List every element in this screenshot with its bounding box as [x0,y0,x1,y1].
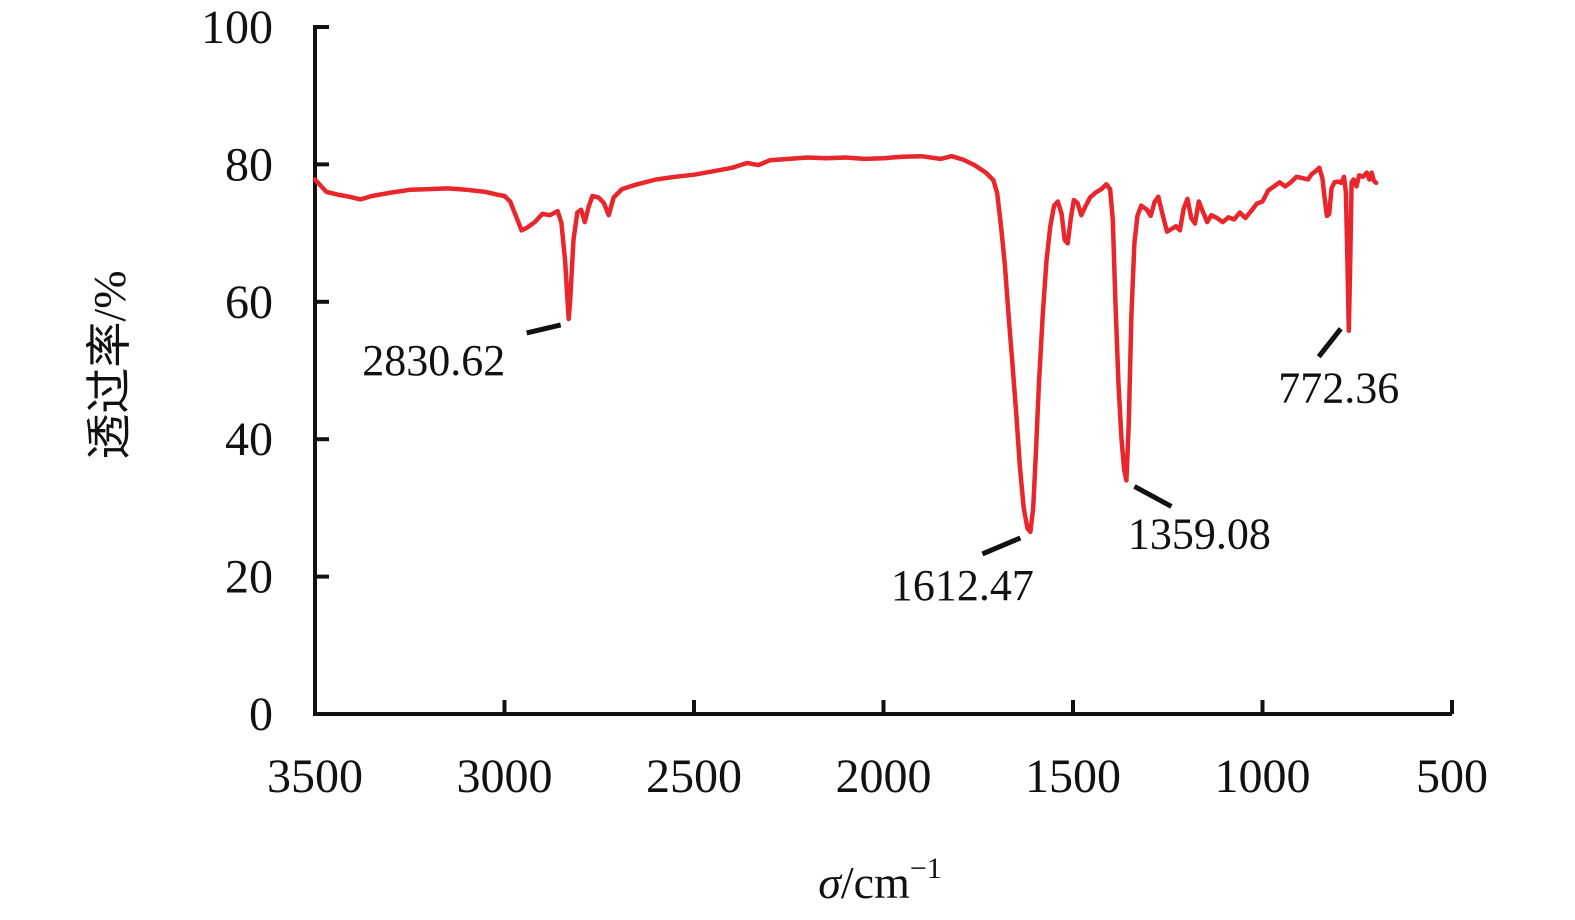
peak-annotations: 2830.62 1612.47 1359.08 772.36 [362,322,1399,610]
peak-label: 2830.62 [362,336,505,385]
x-axis-variable: σ [818,857,843,908]
y-tick-label: 20 [225,551,273,604]
y-tick-label: 0 [249,688,273,741]
peak-label: 772.36 [1278,364,1399,413]
x-tick-label: 3000 [457,750,553,803]
peak-leader-line [1316,327,1343,359]
x-axis-unit: /cm [841,857,910,908]
x-tick-label: 3500 [267,750,363,803]
y-tick-label: 80 [225,138,273,191]
x-tick-label: 1500 [1025,750,1121,803]
x-tick-label: 1000 [1215,750,1311,803]
y-axis-title: 透过率/% [84,270,135,459]
x-tick-label: 500 [1416,750,1488,803]
transmittance-series-line [312,153,1379,535]
peak-leader-line [1133,484,1173,509]
peak-leader-line [526,322,562,336]
peak-label: 1359.08 [1128,509,1271,558]
peak-leader-line [981,535,1022,557]
x-tick-label: 2500 [646,750,742,803]
y-tick-label: 60 [225,276,273,329]
y-axis-ticks: 0 20 40 60 80 100 [201,1,329,741]
y-tick-label: 40 [225,413,273,466]
x-axis-title: σ/cm−1 [818,852,942,908]
peak-label: 1612.47 [891,561,1034,610]
x-tick-label: 2000 [836,750,932,803]
x-axis-ticks: 3500 3000 2500 2000 1500 1000 500 [267,700,1488,803]
y-tick-label: 100 [201,1,273,54]
x-axis-unit-exponent: −1 [910,852,942,885]
